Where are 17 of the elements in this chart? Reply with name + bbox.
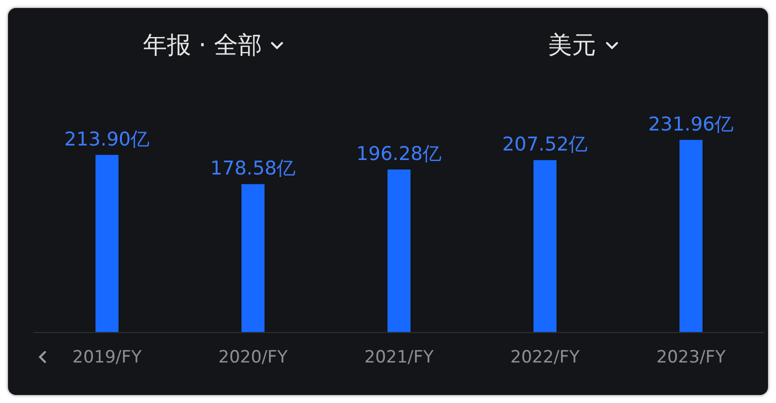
x-tick-label: 2019/FY	[72, 348, 142, 368]
x-tick-label: 2023/FY	[656, 348, 726, 368]
x-tick-label: 2021/FY	[364, 348, 434, 368]
x-tick-label: 2022/FY	[510, 348, 580, 368]
x-tick-label: 2020/FY	[218, 348, 288, 368]
bar	[534, 160, 556, 332]
data-label: 178.58亿	[210, 158, 296, 180]
data-label: 213.90亿	[64, 128, 150, 150]
bar	[242, 184, 264, 332]
data-label: 231.96亿	[648, 113, 734, 136]
bar	[96, 154, 118, 332]
bar	[388, 169, 410, 332]
chart-title: 年报 · 全部	[143, 31, 262, 59]
data-label: 196.28亿	[356, 142, 442, 165]
bar	[680, 140, 702, 332]
chart-subtitle: 美元	[548, 31, 596, 59]
data-label: 207.52亿	[502, 134, 588, 156]
